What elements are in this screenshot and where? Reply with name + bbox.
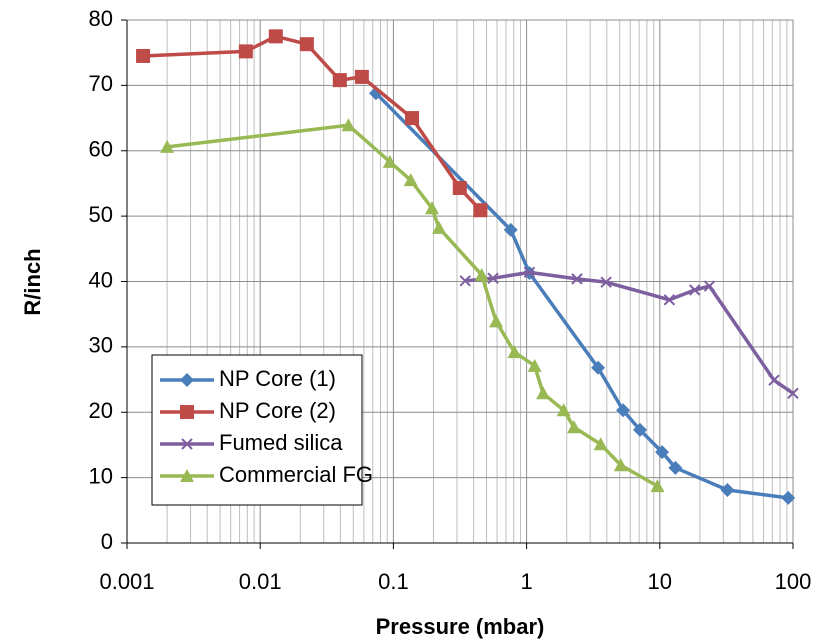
point	[459, 275, 471, 287]
legend-label: Fumed silica	[219, 430, 343, 455]
y-tick-label: 80	[89, 6, 113, 31]
point	[650, 479, 665, 493]
point	[299, 37, 314, 52]
legend-marker	[180, 469, 194, 482]
point	[781, 490, 796, 505]
legend-label: NP Core (2)	[219, 398, 336, 423]
point	[405, 111, 420, 126]
point	[613, 458, 628, 472]
y-tick-label: 30	[89, 333, 113, 358]
point	[425, 201, 440, 215]
point	[160, 139, 175, 153]
point	[487, 272, 499, 284]
series-line	[166, 123, 659, 488]
legend-marker	[180, 373, 194, 387]
x-tick-label: 100	[775, 569, 812, 594]
point	[268, 29, 283, 44]
point	[503, 222, 518, 237]
point	[591, 360, 606, 375]
point	[354, 69, 369, 84]
y-tick-label: 50	[89, 202, 113, 227]
y-tick-label: 40	[89, 267, 113, 292]
point	[536, 386, 551, 400]
point	[474, 267, 489, 281]
x-tick-label: 1	[520, 569, 532, 594]
point	[787, 387, 799, 399]
point	[632, 422, 647, 437]
x-axis-title: Pressure (mbar)	[376, 614, 545, 639]
point	[668, 460, 683, 475]
series-line	[142, 34, 482, 212]
point	[556, 403, 571, 417]
point	[341, 118, 356, 132]
y-tick-label: 10	[89, 463, 113, 488]
legend-label: Commercial FG	[219, 462, 373, 487]
legend-marker	[180, 405, 194, 419]
point	[238, 44, 253, 59]
legend-marker	[181, 438, 193, 450]
point	[332, 73, 347, 88]
series-line	[374, 91, 789, 500]
legend-label: NP Core (1)	[219, 366, 336, 391]
y-tick-label: 60	[89, 137, 113, 162]
x-tick-label: 0.001	[99, 569, 154, 594]
point	[703, 280, 716, 292]
point	[768, 374, 780, 386]
point	[523, 266, 536, 279]
y-tick-label: 0	[101, 529, 113, 554]
point	[136, 48, 151, 63]
point	[452, 181, 467, 196]
point	[571, 273, 583, 285]
point	[432, 220, 447, 234]
point	[473, 203, 488, 218]
point	[655, 445, 670, 460]
point	[382, 154, 397, 168]
point	[403, 173, 418, 187]
point	[600, 276, 612, 288]
x-tick-label: 0.1	[378, 569, 409, 594]
point	[489, 314, 504, 328]
point	[616, 403, 631, 418]
y-tick-label: 70	[89, 71, 113, 96]
series-line	[465, 270, 794, 395]
x-tick-label: 10	[648, 569, 672, 594]
point	[689, 284, 701, 296]
point	[720, 483, 735, 498]
x-tick-label: 0.01	[239, 569, 282, 594]
point	[567, 420, 582, 434]
y-tick-label: 20	[89, 398, 113, 423]
point	[663, 294, 676, 306]
point	[507, 345, 522, 359]
point	[593, 437, 608, 451]
point	[527, 358, 542, 372]
y-axis-title: R/inch	[20, 248, 45, 315]
